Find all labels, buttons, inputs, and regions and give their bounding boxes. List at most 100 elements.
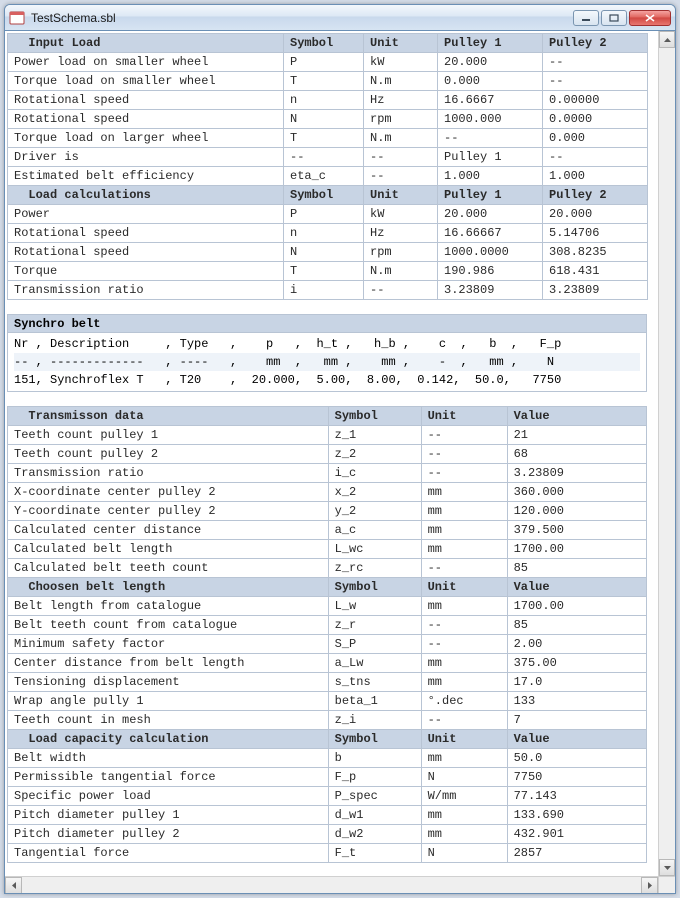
param-unit: N.m [364, 72, 438, 91]
app-icon [9, 10, 25, 26]
param-value: 85 [507, 616, 646, 635]
param-v1: 1000.000 [438, 110, 543, 129]
window-title: TestSchema.sbl [31, 11, 573, 25]
param-symbol: a_Lw [328, 654, 421, 673]
param-symbol: T [284, 129, 364, 148]
scroll-up-button[interactable] [659, 31, 675, 48]
table-row: Rotational speednHz16.666675.14706 [8, 224, 648, 243]
param-symbol: N [284, 243, 364, 262]
param-v2: 0.0000 [543, 110, 648, 129]
param-v1: -- [438, 129, 543, 148]
param-symbol: S_P [328, 635, 421, 654]
param-value: 432.901 [507, 825, 646, 844]
header-value: Value [507, 730, 646, 749]
scroll-left-button[interactable] [5, 877, 22, 894]
param-value: 85 [507, 559, 646, 578]
param-name: Wrap angle pully 1 [8, 692, 329, 711]
scroll-down-button[interactable] [659, 859, 675, 876]
param-unit: N.m [364, 129, 438, 148]
param-symbol: L_wc [328, 540, 421, 559]
param-value: 1700.00 [507, 540, 646, 559]
header-symbol: Symbol [284, 34, 364, 53]
scroll-right-button[interactable] [641, 877, 658, 894]
table-row: Tangential forceF_tN2857 [8, 844, 647, 863]
table-row: Belt widthbmm50.0 [8, 749, 647, 768]
table-row: Transmission ratioi--3.238093.23809 [8, 281, 648, 300]
transmission-table: Transmisson dataSymbolUnitValueTeeth cou… [7, 406, 647, 863]
param-value: 133 [507, 692, 646, 711]
close-button[interactable] [629, 10, 671, 26]
param-name: Teeth count pulley 1 [8, 426, 329, 445]
param-v2: 0.000 [543, 129, 648, 148]
param-unit: mm [421, 521, 507, 540]
param-symbol: z_r [328, 616, 421, 635]
table-row: Estimated belt efficiencyeta_c--1.0001.0… [8, 167, 648, 186]
param-symbol: i [284, 281, 364, 300]
table-row: Tensioning displacements_tnsmm17.0 [8, 673, 647, 692]
table-row: Calculated center distancea_cmm379.500 [8, 521, 647, 540]
minimize-button[interactable] [573, 10, 599, 26]
param-value: 360.000 [507, 483, 646, 502]
param-v1: 16.66667 [438, 224, 543, 243]
header-symbol: Symbol [328, 407, 421, 426]
param-symbol: z_1 [328, 426, 421, 445]
param-v2: 0.00000 [543, 91, 648, 110]
param-value: 379.500 [507, 521, 646, 540]
param-symbol: P_spec [328, 787, 421, 806]
maximize-button[interactable] [601, 10, 627, 26]
param-unit: mm [421, 502, 507, 521]
table-row: Center distance from belt lengtha_Lwmm37… [8, 654, 647, 673]
param-v1: 1000.0000 [438, 243, 543, 262]
param-name: Y-coordinate center pulley 2 [8, 502, 329, 521]
param-symbol: P [284, 53, 364, 72]
section-header-row: Input LoadSymbolUnitPulley 1Pulley 2 [8, 34, 648, 53]
param-unit: Hz [364, 91, 438, 110]
param-unit: kW [364, 53, 438, 72]
horizontal-scrollbar[interactable] [5, 876, 675, 893]
hscroll-track[interactable] [22, 877, 641, 893]
header-unit: Unit [421, 730, 507, 749]
param-name: Belt width [8, 749, 329, 768]
app-window: TestSchema.sbl Input LoadSymbolUnitPulle… [4, 4, 676, 894]
header-title: Input Load [8, 34, 284, 53]
scrollbar-corner [658, 877, 675, 893]
param-name: Rotational speed [8, 91, 284, 110]
header-p1: Pulley 1 [438, 34, 543, 53]
param-name: Torque load on smaller wheel [8, 72, 284, 91]
param-value: 1700.00 [507, 597, 646, 616]
table-row: Pitch diameter pulley 1d_w1mm133.690 [8, 806, 647, 825]
belt-columns-row: Nr , Description , Type , p , h_t , h_b … [14, 337, 561, 351]
param-name: Calculated belt teeth count [8, 559, 329, 578]
table-row: Specific power loadP_specW/mm77.143 [8, 787, 647, 806]
param-unit: N.m [364, 262, 438, 281]
param-v1: 190.986 [438, 262, 543, 281]
param-v1: Pulley 1 [438, 148, 543, 167]
param-name: Transmission ratio [8, 464, 329, 483]
vertical-scrollbar[interactable] [658, 31, 675, 876]
param-symbol: z_i [328, 711, 421, 730]
table-row: PowerPkW20.00020.000 [8, 205, 648, 224]
param-unit: -- [421, 711, 507, 730]
param-unit: -- [421, 426, 507, 445]
synchro-belt-block: Synchro belt Nr , Description , Type , p… [7, 314, 647, 392]
param-unit: mm [421, 673, 507, 692]
titlebar[interactable]: TestSchema.sbl [5, 5, 675, 31]
header-unit: Unit [421, 407, 507, 426]
synchro-belt-body: Nr , Description , Type , p , h_t , h_b … [8, 333, 646, 391]
param-name: Power load on smaller wheel [8, 53, 284, 72]
param-name: Calculated belt length [8, 540, 329, 559]
param-name: Belt teeth count from catalogue [8, 616, 329, 635]
table-row: Pitch diameter pulley 2d_w2mm432.901 [8, 825, 647, 844]
param-symbol: a_c [328, 521, 421, 540]
scroll-track[interactable] [659, 48, 675, 859]
table-row: Wrap angle pully 1beta_1°.dec133 [8, 692, 647, 711]
param-name: Driver is [8, 148, 284, 167]
param-unit: mm [421, 654, 507, 673]
content-area: Input LoadSymbolUnitPulley 1Pulley 2Powe… [5, 31, 675, 876]
param-name: Belt length from catalogue [8, 597, 329, 616]
param-value: 133.690 [507, 806, 646, 825]
param-v2: 3.23809 [543, 281, 648, 300]
table-row: Permissible tangential forceF_pN7750 [8, 768, 647, 787]
param-unit: mm [421, 483, 507, 502]
param-symbol: x_2 [328, 483, 421, 502]
